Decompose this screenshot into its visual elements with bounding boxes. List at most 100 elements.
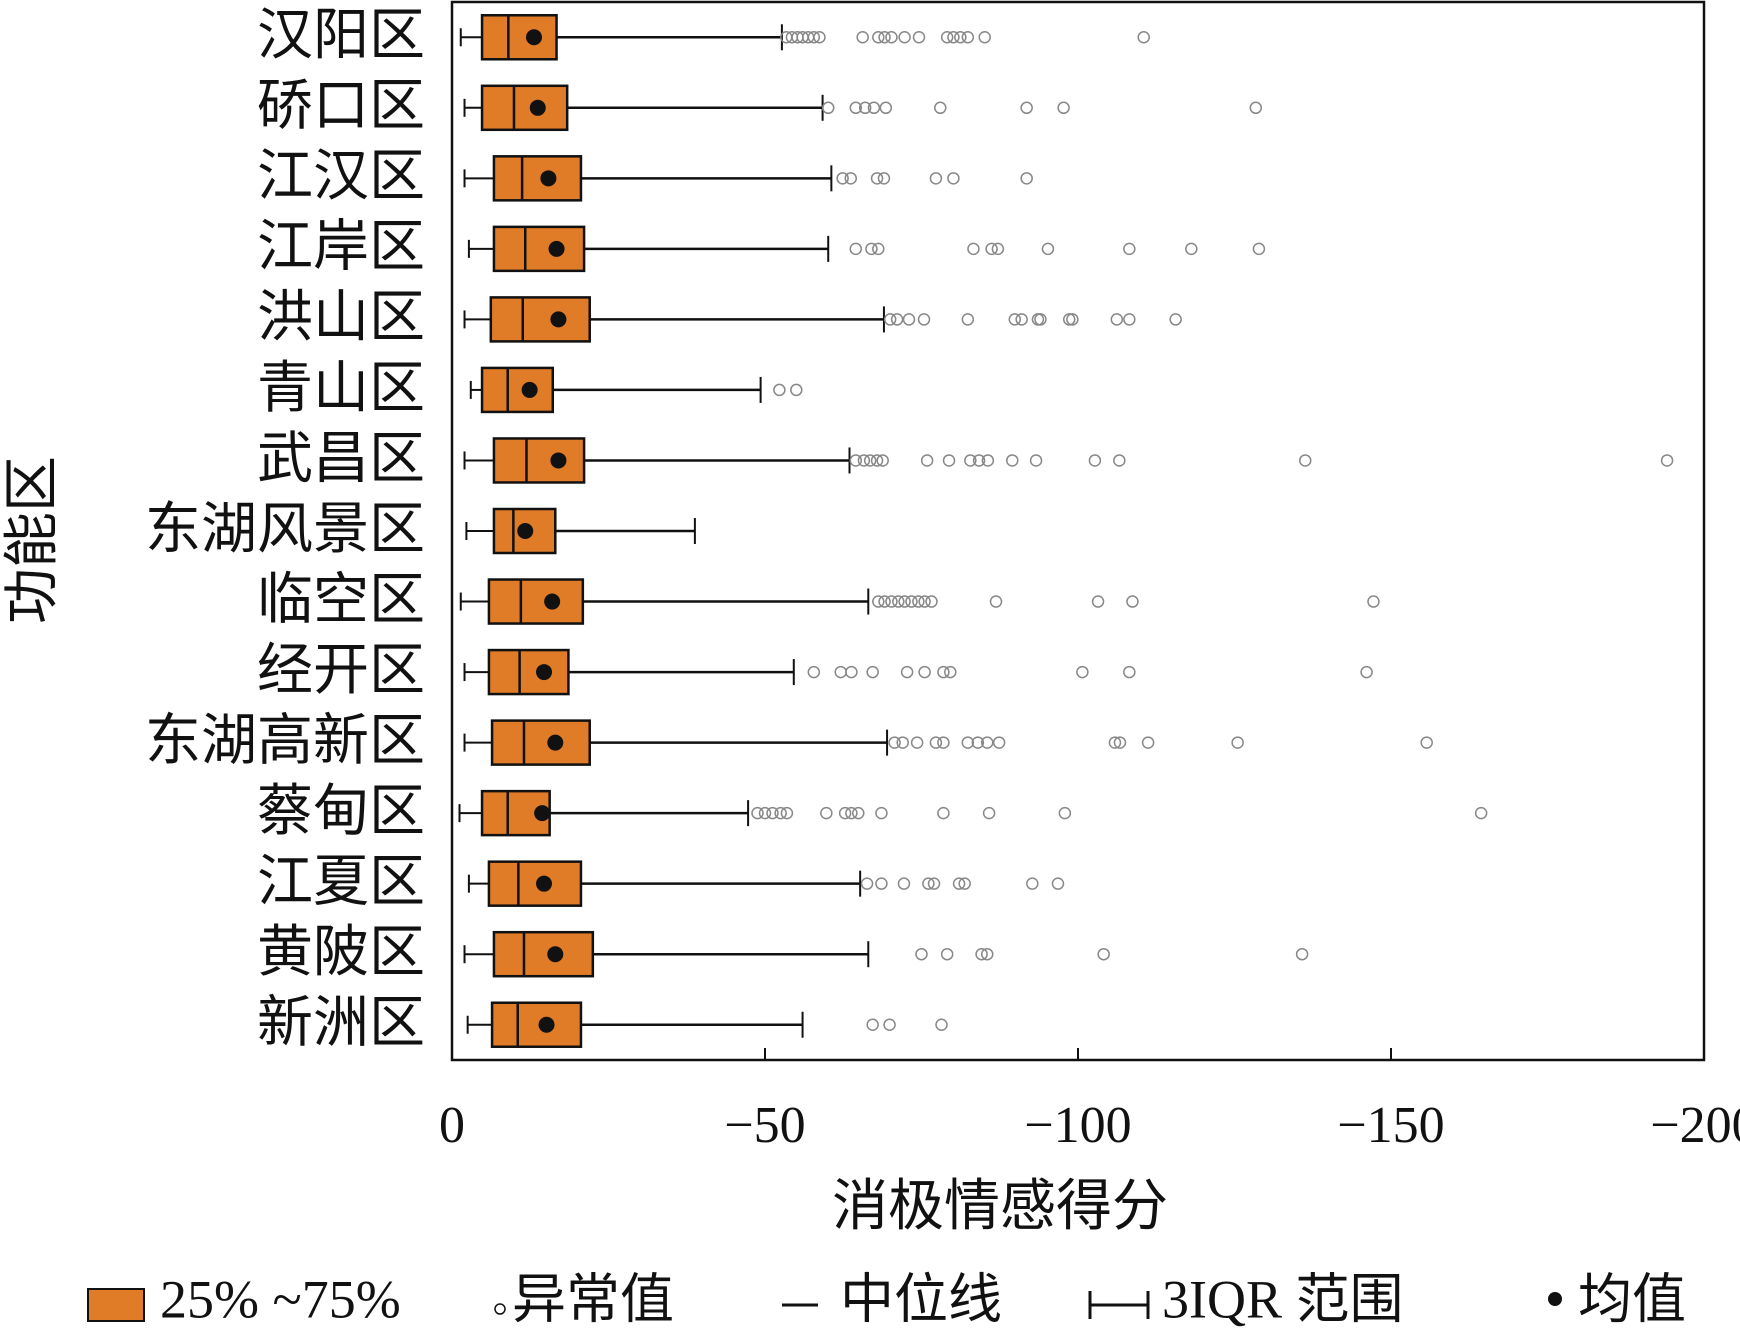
outlier xyxy=(1057,101,1070,115)
mean xyxy=(517,523,534,539)
outlier xyxy=(849,454,863,467)
outlier xyxy=(1420,736,1433,749)
x-tick-label: −50 xyxy=(724,1097,805,1154)
outlier xyxy=(774,806,787,820)
outlier xyxy=(845,806,858,820)
outlier xyxy=(898,595,911,608)
mean xyxy=(521,381,538,398)
outlier xyxy=(940,31,954,44)
outlier xyxy=(967,242,980,256)
outlier xyxy=(845,665,858,679)
outlier xyxy=(885,595,898,608)
outlier xyxy=(947,31,960,44)
outlier xyxy=(863,454,877,467)
outlier xyxy=(1026,877,1039,890)
outlier xyxy=(878,595,891,608)
outlier xyxy=(852,806,865,820)
outlier xyxy=(877,172,891,185)
legend-outlier xyxy=(494,1303,506,1315)
outlier xyxy=(813,31,826,44)
outlier xyxy=(1088,454,1102,467)
outlier xyxy=(937,806,950,820)
outlier xyxy=(838,806,852,820)
outlier xyxy=(1091,595,1105,608)
outlier xyxy=(1137,31,1150,44)
outlier xyxy=(925,595,938,608)
outlier xyxy=(890,313,904,326)
legend-label: 异常值 xyxy=(512,1269,674,1329)
outlier xyxy=(1249,101,1263,115)
outlier xyxy=(1076,665,1089,679)
outlier xyxy=(807,31,821,44)
outlier xyxy=(940,947,954,961)
category-label: 东湖风景区 xyxy=(145,499,425,561)
outlier xyxy=(849,101,863,115)
outlier xyxy=(872,242,885,256)
mean xyxy=(544,593,561,610)
outlier xyxy=(866,1018,879,1031)
box xyxy=(490,719,591,766)
mean xyxy=(536,875,553,892)
mean xyxy=(548,240,565,257)
outlier xyxy=(1058,806,1072,820)
outlier xyxy=(972,454,986,467)
mean xyxy=(529,99,546,116)
category-label: 新洲区 xyxy=(257,993,425,1055)
legend-label: 3IQR 范围 xyxy=(1162,1269,1404,1329)
category-label: 经开区 xyxy=(257,640,425,702)
outlier xyxy=(1474,806,1488,820)
outlier xyxy=(920,454,934,467)
outlier xyxy=(820,806,833,820)
mean xyxy=(547,734,564,751)
outlier xyxy=(918,665,931,679)
outlier xyxy=(870,454,884,467)
mean xyxy=(540,170,557,187)
category-label: 武昌区 xyxy=(257,428,425,490)
box xyxy=(492,930,595,978)
box xyxy=(487,578,585,625)
outlier xyxy=(1108,736,1122,749)
outlier xyxy=(1041,242,1055,256)
legend-label: 中位线 xyxy=(840,1269,1002,1329)
outlier xyxy=(937,736,950,749)
category-label: 洪山区 xyxy=(257,287,425,349)
x-axis-label: 消极情感得分 xyxy=(832,1176,1168,1238)
outlier xyxy=(1051,877,1065,890)
outlier xyxy=(961,31,975,44)
outlier xyxy=(758,806,772,820)
box xyxy=(492,155,583,202)
outlier xyxy=(989,595,1003,608)
outlier xyxy=(922,877,935,890)
box xyxy=(487,648,570,696)
outlier xyxy=(1123,242,1136,256)
outlier xyxy=(896,736,909,749)
outlier xyxy=(980,736,994,749)
mean xyxy=(550,452,567,469)
mean xyxy=(536,664,553,681)
outlier xyxy=(866,665,879,679)
outlier xyxy=(952,877,966,890)
outlier xyxy=(958,877,971,890)
outlier xyxy=(885,31,898,44)
legend-mean xyxy=(1548,1292,1562,1306)
outlier xyxy=(875,877,888,890)
outlier xyxy=(888,736,901,749)
outlier xyxy=(857,454,871,467)
outlier xyxy=(872,595,885,608)
outlier xyxy=(751,806,764,820)
outlier xyxy=(1097,947,1110,961)
outlier xyxy=(878,31,891,44)
box xyxy=(492,437,586,484)
outlier xyxy=(991,242,1005,256)
box xyxy=(490,1001,583,1048)
outlier xyxy=(944,665,957,679)
outlier xyxy=(1029,454,1043,467)
outlier xyxy=(883,1018,896,1031)
outlier xyxy=(934,101,947,115)
outlier xyxy=(915,947,928,961)
outlier xyxy=(947,172,960,185)
outlier xyxy=(1008,313,1022,326)
outlier xyxy=(929,736,943,749)
